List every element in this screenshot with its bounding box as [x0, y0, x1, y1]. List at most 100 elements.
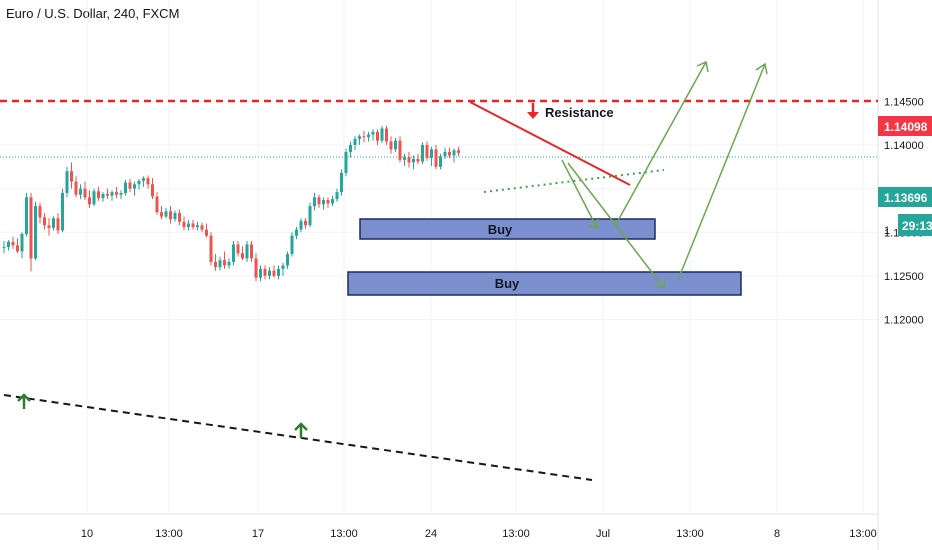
price-tag-label: 1.13696 [884, 191, 928, 205]
candle-body [164, 211, 168, 217]
candle [124, 179, 127, 196]
candle [295, 227, 298, 240]
candle-body [155, 196, 159, 213]
candle [349, 141, 352, 158]
candle-body [452, 150, 456, 156]
price-tick-label: 1.12000 [884, 315, 924, 327]
candle-body [304, 220, 307, 226]
candle-body [331, 199, 334, 204]
candle-body [227, 261, 231, 266]
candle-body [218, 260, 222, 268]
candle [259, 265, 262, 282]
candle-body [353, 138, 357, 145]
candle [209, 232, 213, 266]
ascending-dotted-trendline[interactable] [483, 169, 665, 193]
price-tick-label: 1.14000 [884, 140, 924, 152]
buy-zone-upper[interactable]: Buy [359, 218, 656, 240]
candle-body [34, 206, 37, 259]
candle-body [16, 245, 19, 252]
price-tick-label: 1.14500 [884, 96, 924, 108]
candle-body [191, 223, 195, 228]
time-tick-label: 10 [81, 528, 93, 540]
resistance-annotation: Resistance [527, 103, 614, 120]
candle [43, 213, 46, 230]
candle-body [205, 229, 208, 236]
candle-body [398, 140, 402, 160]
projection-path-4 [677, 63, 766, 281]
candle [20, 232, 24, 259]
candle [97, 186, 100, 201]
candle [146, 175, 150, 189]
candle-body [290, 235, 294, 255]
candle-body [371, 131, 375, 135]
time-tick-label: 17 [252, 528, 264, 540]
candle-body [169, 211, 172, 220]
candle-body [421, 145, 424, 162]
candle-body [223, 260, 226, 266]
descending-trendline[interactable] [469, 101, 631, 186]
candle [272, 265, 276, 278]
candle-body [52, 218, 55, 228]
candlestick-series [2, 125, 460, 282]
candle [155, 192, 159, 215]
candle [34, 201, 37, 261]
projection-arrowhead-1 [587, 218, 599, 229]
candle-body [38, 206, 42, 218]
candle-body [443, 151, 447, 157]
candle-body [160, 212, 163, 217]
candle [304, 218, 307, 229]
buy-zone-lower[interactable]: Buy [347, 271, 742, 296]
time-axis[interactable]: 10 13:00 17 13:00 24 13:00 Jul 13:00 8 13:00 [81, 528, 877, 540]
candle-body [250, 244, 253, 259]
candle-body [146, 178, 150, 185]
candle [70, 162, 73, 189]
candle-body [340, 172, 343, 193]
price-tag-last: 1.13696 [878, 187, 932, 207]
candle [61, 188, 64, 233]
candle-body [47, 225, 51, 228]
candle [182, 216, 186, 231]
candle-body [119, 192, 123, 195]
candle [416, 153, 420, 165]
candle [29, 192, 33, 272]
candle-body [389, 141, 393, 150]
candle-body [299, 220, 303, 230]
candle-body [335, 192, 339, 200]
candle [169, 206, 172, 224]
candle-body [214, 261, 217, 268]
candle-body [434, 149, 438, 167]
projection-arrowhead-4 [755, 62, 768, 75]
candle [11, 236, 15, 249]
candle [56, 213, 60, 234]
price-tick-label: 1 [884, 225, 890, 237]
candle-body [133, 184, 136, 189]
candle [443, 147, 447, 159]
candle-body [29, 197, 33, 259]
time-tick-label: Jul [596, 528, 610, 540]
candle-body [263, 268, 267, 276]
time-tick-label: 13:00 [849, 528, 877, 540]
candle [254, 253, 258, 282]
candle [371, 129, 375, 141]
candle-body [313, 197, 316, 207]
candle-body [367, 134, 370, 138]
candle [74, 176, 78, 198]
candle [358, 134, 361, 145]
candle [218, 256, 222, 271]
swing-markers [17, 393, 308, 438]
candle [119, 190, 123, 200]
candle [110, 190, 114, 201]
candle-body [196, 225, 199, 228]
down-arrow-icon [527, 103, 539, 119]
candle [268, 267, 271, 280]
candle-body [124, 182, 127, 193]
support-trendline[interactable] [3, 394, 593, 481]
candle [214, 254, 217, 271]
candle-body [70, 171, 73, 182]
candle-body [376, 131, 379, 141]
buy-zone-label: Buy [495, 276, 520, 291]
candle [47, 218, 51, 236]
candle [286, 251, 289, 269]
candle-body [200, 225, 204, 230]
